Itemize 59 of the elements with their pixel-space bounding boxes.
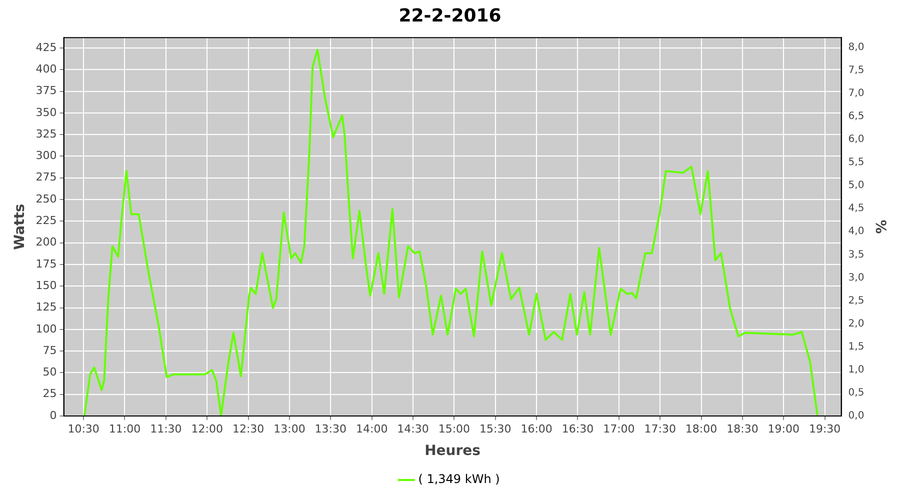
x-tick-label: 17:00 <box>603 422 635 436</box>
x-tick-label: 18:00 <box>685 422 718 436</box>
y-tick-label: 75 <box>42 344 57 357</box>
y-tick-label: 325 <box>36 127 57 140</box>
x-tick-label: 11:00 <box>108 422 141 436</box>
y-tick-label: 100 <box>36 322 57 336</box>
x-tick-label: 17:30 <box>644 422 676 436</box>
x-tick-label: 13:00 <box>274 422 306 436</box>
x-tick-label: 16:30 <box>562 422 594 436</box>
x-tick-label: 14:00 <box>356 422 388 436</box>
y2-tick-label: 4,0 <box>848 226 864 238</box>
y2-tick-label: 1,5 <box>848 341 864 352</box>
x-tick-label: 11:30 <box>150 422 182 436</box>
y-tick-label: 175 <box>36 257 57 270</box>
x-tick-label: 16:00 <box>520 422 552 436</box>
y2-tick-label: 7,0 <box>848 88 864 99</box>
y2-tick-label: 6,0 <box>848 134 864 146</box>
y-tick-label: 400 <box>36 62 57 76</box>
x-tick-label: 19:00 <box>768 422 800 436</box>
x-tick-label: 10:30 <box>68 422 100 436</box>
x-tick-label: 18:30 <box>726 422 758 436</box>
y2-tick-label: 3,0 <box>848 272 864 284</box>
y-tick-label: 150 <box>36 278 57 292</box>
y-tick-label: 375 <box>36 84 57 98</box>
y2-tick-label: 7,5 <box>848 64 864 76</box>
y-tick-label: 225 <box>36 214 57 228</box>
x-tick-label: 19:30 <box>808 422 841 436</box>
y-axis-title: Watts <box>12 204 28 250</box>
x-tick-label: 15:30 <box>480 422 512 436</box>
x-tick-label: 12:30 <box>232 422 264 436</box>
y2-tick-label: 8,0 <box>848 42 864 53</box>
y-tick-label: 25 <box>42 387 57 400</box>
y2-axis-title: % <box>872 220 888 234</box>
y-tick-label: 0 <box>50 408 57 422</box>
legend-label: ( 1,349 kWh ) <box>418 472 500 486</box>
y2-tick-label: 0,5 <box>848 388 864 399</box>
y2-tick-label: 4,5 <box>848 203 864 214</box>
y-tick-label: 250 <box>36 192 57 206</box>
y2-tick-label: 6,5 <box>848 111 864 122</box>
y-tick-label: 125 <box>36 300 57 314</box>
y2-tick-label: 2,5 <box>848 295 864 306</box>
y-tick-label: 200 <box>36 236 57 249</box>
y-tick-label: 275 <box>36 170 57 184</box>
y2-tick-label: 0,0 <box>848 410 864 422</box>
x-tick-label: 13:30 <box>314 422 346 436</box>
y-tick-label: 50 <box>42 366 57 379</box>
y2-tick-label: 3,5 <box>848 249 864 260</box>
x-tick-label: 14:30 <box>397 422 429 436</box>
x-tick-label: 15:00 <box>438 422 470 436</box>
chart-title: 22-2-2016 <box>398 5 502 26</box>
y-tick-label: 425 <box>36 40 57 54</box>
x-axis-title: Heures <box>424 443 481 460</box>
y-tick-label: 300 <box>36 149 57 162</box>
y2-tick-label: 2,0 <box>848 318 864 330</box>
x-tick-label: 12:00 <box>191 422 223 436</box>
y-tick-label: 350 <box>36 106 57 119</box>
y2-tick-label: 5,0 <box>848 180 864 192</box>
y2-tick-label: 1,0 <box>848 364 864 376</box>
y2-tick-label: 5,5 <box>848 157 864 168</box>
